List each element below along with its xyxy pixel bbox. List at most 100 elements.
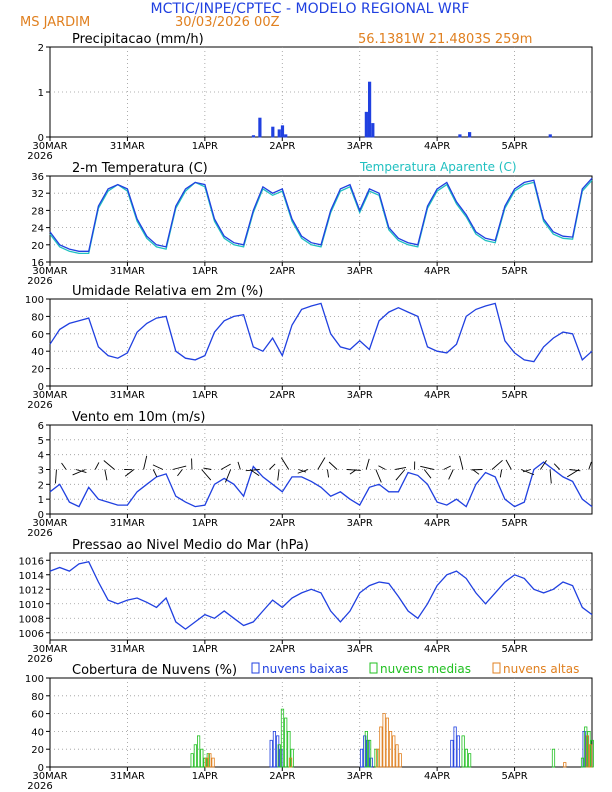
wind-barb: [317, 457, 326, 470]
y-tick-label: 20: [31, 745, 44, 756]
wind-barb: [172, 465, 187, 470]
legend-swatch: [492, 662, 501, 674]
wind-barb: [459, 455, 464, 470]
y-tick-label: 100: [25, 674, 44, 685]
coords-label: 56.1381W 21.4803S 259m: [358, 32, 532, 47]
pres-panel: 1006 1008 1010 1012 1014 1016 30MAR 31MAR 1APR 2A…: [19, 538, 593, 665]
panel-title: Vento em 10m (m/s): [72, 410, 205, 425]
precip-bar: [468, 132, 472, 138]
x-tick-label: 31MAR: [110, 266, 145, 277]
x-tick-label: 1APR: [192, 771, 218, 782]
wind-barb: [569, 469, 581, 472]
y-tick-label: 60: [31, 710, 44, 721]
precip-bar: [271, 126, 275, 138]
wind-barb: [143, 455, 148, 470]
cloud-bar: [287, 731, 291, 768]
plot-frame: [49, 677, 593, 768]
cloud-bar: [392, 735, 396, 768]
x-tick-label: 30MAR: [32, 390, 67, 401]
wind-barb: [277, 469, 280, 481]
y-tick-label: 0: [38, 763, 44, 774]
y-tick-label: 40: [31, 727, 44, 738]
x-tick-label: 4APR: [424, 771, 450, 782]
rh-series-line: [49, 302, 593, 363]
cloud-bar: [398, 753, 402, 768]
x-tick-label: 3APR: [347, 266, 373, 277]
precip-bar: [284, 134, 288, 138]
cloud-bar: [288, 757, 293, 768]
wind-barb: [443, 465, 451, 470]
wind-barb: [280, 457, 290, 470]
cloud-bar: [197, 735, 201, 768]
wind-barb: [297, 469, 309, 474]
cloud-bar: [385, 717, 389, 768]
wind-barb: [346, 469, 361, 471]
cloud-bar: [211, 757, 215, 768]
cloud-bar: [367, 739, 372, 768]
wind-barb: [55, 469, 57, 484]
cloud-bar: [208, 753, 212, 768]
y-tick-label: 6: [38, 421, 44, 432]
wind-barb: [588, 461, 592, 470]
x-tick-label: 5APR: [501, 141, 527, 152]
wind-barb: [522, 469, 531, 473]
x-year-label: 2026: [27, 654, 52, 665]
wind-barb: [103, 460, 115, 470]
x-tick-label: 1APR: [192, 266, 218, 277]
cloud-bar: [206, 753, 210, 768]
cloud-bar: [366, 739, 370, 768]
cloud-bar: [563, 762, 567, 768]
cloud-bar: [272, 731, 277, 768]
x-tick-label: 30MAR: [32, 266, 67, 277]
cloud-bar: [200, 748, 204, 768]
cloud-bar: [388, 731, 393, 768]
cloud-bar: [395, 744, 399, 768]
cloud-bar: [369, 757, 373, 768]
y-tick-label: 100: [25, 295, 44, 306]
cloud-bar: [205, 757, 209, 768]
x-tick-label: 1APR: [192, 518, 218, 529]
run-label: 30/03/2026 00Z: [175, 15, 280, 30]
wind-barb: [298, 469, 307, 473]
x-tick-label: 1APR: [192, 141, 218, 152]
y-tick-label: 1: [38, 88, 44, 99]
precip-panel: 0 1 2 30MAR 31MAR 1APR 2APR 3APR 4APR 5APR 2026 Pre…: [27, 32, 593, 162]
wind-barb: [203, 467, 212, 470]
wind-barb: [94, 462, 100, 470]
wind-barb: [505, 459, 512, 470]
wind-barb: [472, 469, 480, 475]
precip-bar: [371, 123, 375, 138]
temp-series-line: [49, 177, 593, 252]
x-tick-label: 2APR: [269, 141, 295, 152]
wind-barb: [152, 469, 158, 477]
precip-bar: [548, 134, 552, 138]
x-tick-label: 2APR: [269, 390, 295, 401]
wind-barb: [349, 469, 357, 475]
y-tick-label: 1: [38, 495, 44, 506]
precip-bar: [258, 117, 262, 138]
y-tick-label: 80: [31, 692, 44, 703]
wind-barb: [152, 464, 164, 470]
x-year-label: 2026: [27, 400, 52, 411]
y-tick-label: 0: [38, 382, 44, 393]
wind-barb: [237, 461, 241, 470]
x-tick-label: 2APR: [269, 771, 295, 782]
precip-bar: [367, 81, 372, 138]
cloud-bar: [284, 717, 288, 768]
legend-swatch: [251, 662, 260, 674]
x-year-label: 2026: [27, 276, 52, 287]
wind-barb: [520, 469, 535, 476]
wind-barb: [328, 461, 338, 470]
y-tick-label: 20: [31, 365, 44, 376]
panel-title: Pressao ao Nivel Medio do Mar (hPa): [72, 538, 309, 553]
x-tick-label: 3APR: [347, 644, 373, 655]
plot-frame: [49, 298, 593, 387]
wind-barb: [225, 469, 232, 483]
cloud-bar: [468, 753, 472, 768]
wind-barb: [245, 469, 260, 472]
x-tick-label: 31MAR: [110, 141, 145, 152]
wind-barb: [327, 469, 330, 478]
wind-panel: 0 1 2 3 4 5 6 30MAR 31MAR 1APR 2APR 3APR 4APR 5APR 202…: [27, 410, 593, 539]
cloud-bar: [359, 748, 364, 768]
wind-barb: [540, 460, 547, 470]
